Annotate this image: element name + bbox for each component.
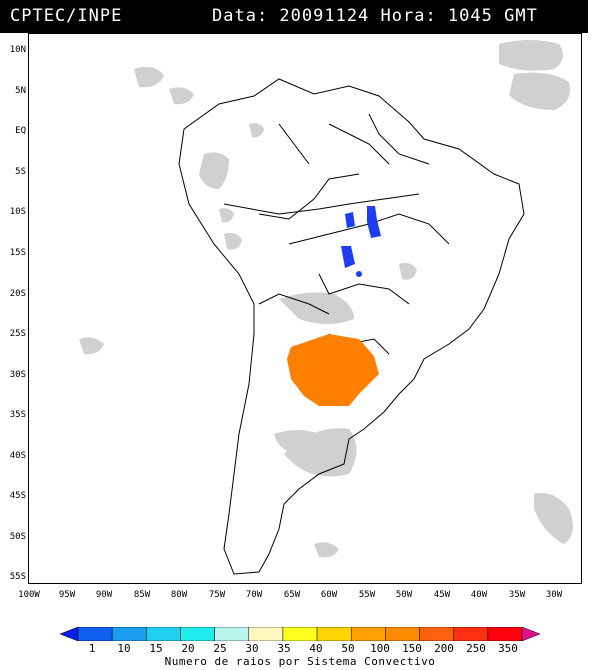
colorbar-tick: 40 (309, 642, 323, 655)
map-canvas (79, 40, 573, 575)
lat-label: 55S (9, 572, 26, 582)
lon-label: 35W (508, 590, 526, 600)
lat-label: 35S (9, 410, 26, 420)
colorbar-tick: 20 (181, 642, 195, 655)
colorbar-tick: 150 (402, 642, 422, 655)
colorbar-segment (146, 627, 181, 641)
cloud-areas (79, 40, 573, 558)
lon-label: 95W (58, 590, 76, 600)
colorbar-tick: 350 (498, 642, 518, 655)
lightning-blue-areas (341, 206, 381, 277)
lat-label: 25S (9, 329, 26, 339)
colorbar-segment (214, 627, 250, 641)
lon-label: 65W (283, 590, 301, 600)
colorbar-tick: 50 (341, 642, 355, 655)
lat-label: 40S (9, 451, 26, 461)
colorbar-tick: 10 (117, 642, 131, 655)
lat-label: 45S (9, 491, 26, 501)
colorbar-segment (419, 627, 454, 641)
colorbar-tick: 200 (434, 642, 454, 655)
lat-label: 10N (9, 45, 26, 55)
colorbar-segment (487, 627, 523, 641)
lat-label: 50S (9, 532, 26, 542)
title-bar: CPTEC/INPE Data: 20091124 Hora: 1045 GMT (0, 0, 588, 33)
colorbar-segment (77, 627, 113, 641)
lon-label: 70W (245, 590, 263, 600)
lon-label: 60W (320, 590, 338, 600)
lon-label: 75W (208, 590, 226, 600)
colorbar-segment (385, 627, 420, 641)
colorbar-title: Numero de raios por Sistema Convectivo (164, 655, 436, 668)
lon-label: 45W (433, 590, 451, 600)
lon-label: 55W (358, 590, 376, 600)
lon-label: 40W (470, 590, 488, 600)
colorbar (60, 627, 540, 641)
coastline (178, 78, 525, 575)
colorbar-segment (316, 627, 352, 641)
colorbar-tick: 30 (245, 642, 259, 655)
colorbar-tick: 15 (149, 642, 163, 655)
colorbar-segment (248, 627, 284, 641)
colorbar-segment (282, 627, 318, 641)
lightning-orange-area (287, 334, 379, 406)
colorbar-segment (111, 627, 147, 641)
lon-label: 90W (95, 590, 113, 600)
colorbar-segment (350, 627, 386, 641)
colorbar-tick: 25 (213, 642, 227, 655)
lon-label: 100W (18, 590, 40, 600)
colorbar-segment (60, 627, 79, 641)
colorbar-segment (180, 627, 215, 641)
lat-label: 20S (9, 289, 26, 299)
colorbar-tick: 35 (277, 642, 291, 655)
colorbar-segment (521, 627, 540, 641)
colorbar-tick: 250 (466, 642, 486, 655)
lat-label: 5N (15, 86, 26, 96)
lon-label: 80W (170, 590, 188, 600)
colorbar-tick: 1 (88, 642, 96, 655)
lon-label: 30W (545, 590, 563, 600)
lon-label: 85W (133, 590, 151, 600)
lat-label: 5S (15, 167, 26, 177)
lat-label: 30S (9, 370, 26, 380)
timestamp-label: Data: 20091124 Hora: 1045 GMT (212, 6, 538, 26)
source-label: CPTEC/INPE (10, 6, 123, 26)
lat-label: 10S (9, 207, 26, 217)
colorbar-segment (453, 627, 489, 641)
lat-label: 15S (9, 248, 26, 258)
colorbar-tick: 100 (370, 642, 390, 655)
map-frame (28, 33, 582, 584)
lat-label: EQ (15, 126, 26, 136)
lon-label: 50W (395, 590, 413, 600)
